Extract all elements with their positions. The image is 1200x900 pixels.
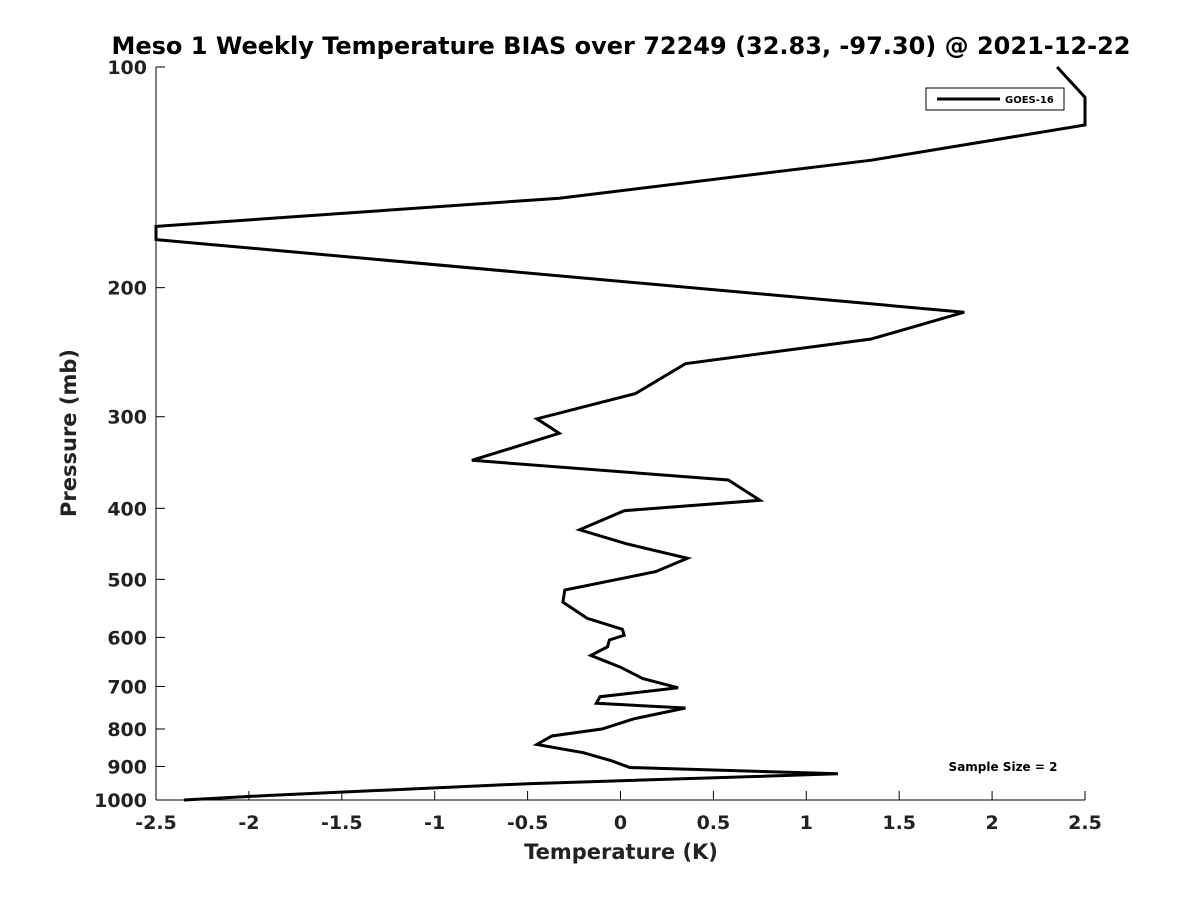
y-tick-label: 200	[107, 278, 147, 300]
x-axis-label: Temperature (K)	[524, 840, 718, 864]
y-tick-label: 500	[107, 569, 147, 591]
y-tick-label: 1000	[94, 790, 147, 812]
y-tick-label: 800	[107, 719, 147, 741]
x-tick-label: -1.5	[321, 812, 363, 834]
x-tick-label: -1	[424, 812, 445, 834]
series-line-goes-16	[154, 65, 1087, 802]
plot-area-frame	[156, 67, 1085, 800]
legend-label: GOES-16	[1005, 95, 1054, 106]
x-tick-label: 2	[985, 812, 998, 834]
x-tick-label: 0.5	[697, 812, 731, 834]
legend: GOES-16	[925, 87, 1065, 111]
x-tick-label: -2.5	[135, 812, 177, 834]
y-axis-label: Pressure (mb)	[57, 349, 81, 517]
y-tick-label: 900	[107, 756, 147, 778]
sample-size-annotation: Sample Size = 2	[949, 760, 1058, 774]
x-tick-label: 0	[614, 812, 627, 834]
y-axis-ticks: 100 200 300 400 500 600 700 800 900 1000	[94, 57, 165, 812]
series-layer	[154, 65, 1087, 802]
x-tick-label: 2.5	[1068, 812, 1102, 834]
y-tick-label: 600	[107, 627, 147, 649]
y-tick-label: 100	[107, 57, 147, 79]
y-tick-label: 300	[107, 407, 147, 429]
x-tick-label: -2	[238, 812, 259, 834]
x-tick-label: -0.5	[507, 812, 549, 834]
y-tick-label: 700	[107, 676, 147, 698]
chart-title: Meso 1 Weekly Temperature BIAS over 7224…	[111, 32, 1130, 60]
x-axis-ticks: -2.5 -2 -1.5 -1 -0.5 0 0.5 1 1.5 2 2.5	[135, 791, 1102, 834]
x-tick-label: 1.5	[882, 812, 916, 834]
y-tick-label: 400	[107, 498, 147, 520]
x-tick-label: 1	[800, 812, 813, 834]
